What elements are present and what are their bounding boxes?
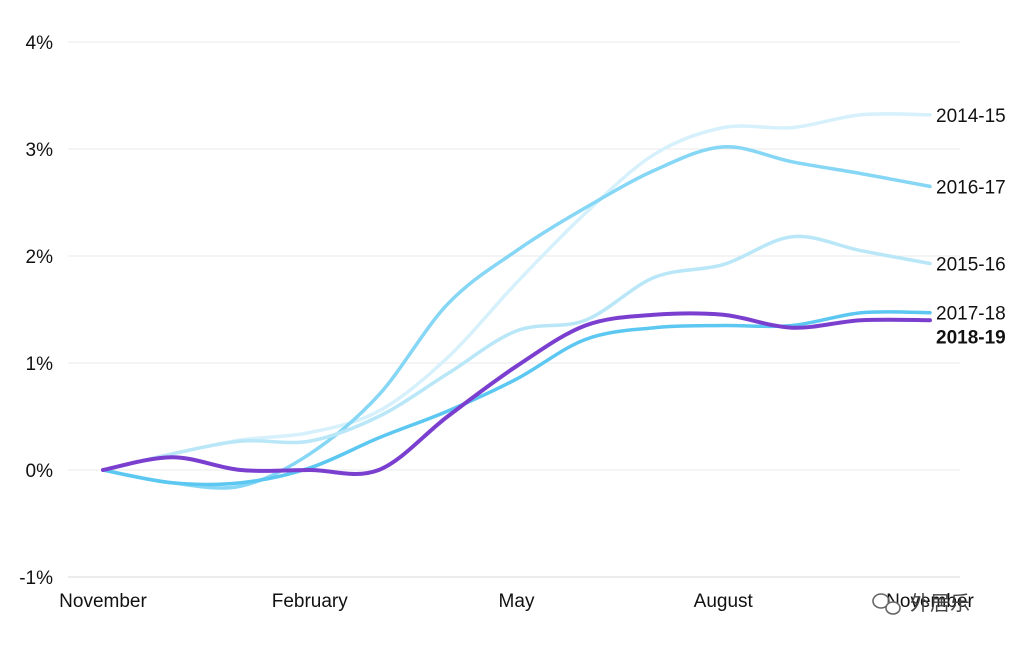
series-label-2017-18: 2017-18 xyxy=(936,304,1006,325)
wechat-icon xyxy=(872,593,901,615)
series-line-2017-18 xyxy=(101,310,932,487)
y-tick-label: 0% xyxy=(26,461,54,482)
series-label-2015-16: 2015-16 xyxy=(936,254,1006,275)
watermark-text: 外居乐 xyxy=(910,591,970,615)
x-tick-label: February xyxy=(272,591,349,612)
series-label-2018-19: 2018-19 xyxy=(936,328,1006,349)
watermark: 外居乐 xyxy=(872,591,970,615)
series-label-2014-15: 2014-15 xyxy=(936,106,1006,127)
x-tick-label: August xyxy=(694,591,754,612)
y-tick-label: 1% xyxy=(26,354,54,375)
y-tick-label: 2% xyxy=(26,247,54,268)
series-line-2016-17 xyxy=(101,145,932,490)
gridlines xyxy=(68,41,960,578)
series-labels: 2014-15 2016-17 2015-16 2017-18 2018-19 xyxy=(936,106,1006,349)
y-tick-label: 3% xyxy=(26,140,54,161)
x-tick-label: November xyxy=(59,591,147,612)
y-tick-label: -1% xyxy=(19,568,53,589)
x-tick-label: November xyxy=(886,591,974,612)
y-tick-label: 4% xyxy=(26,33,54,54)
x-tick-label: May xyxy=(499,591,535,612)
series-label-2016-17: 2016-17 xyxy=(936,177,1006,198)
series-line-2018-19 xyxy=(101,311,932,476)
series-line-2015-16 xyxy=(101,234,932,472)
y-axis: 4% 3% 2% 1% 0% -1% xyxy=(19,33,53,589)
series-line-2014-15 xyxy=(101,112,932,472)
series-lines xyxy=(101,112,932,490)
x-axis: November February May August November xyxy=(59,591,974,612)
